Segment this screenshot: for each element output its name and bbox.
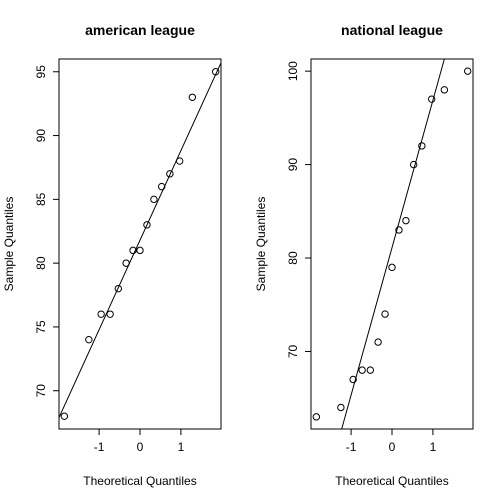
data-point	[129, 246, 137, 255]
plot-frame	[310, 58, 474, 430]
chart-panel-0: american league Theoretical Quantiles Samp…	[2, 22, 222, 488]
chart-title: american league	[85, 22, 195, 38]
data-point	[85, 335, 93, 344]
data-point	[427, 95, 436, 103]
qq-reference-line	[341, 59, 445, 429]
data-point	[312, 413, 321, 421]
data-point	[143, 221, 151, 229]
y-tick-label: 90	[34, 129, 48, 143]
y-axis-label: Sample Quantiles	[2, 197, 16, 292]
x-tick-label: -1	[94, 440, 105, 454]
x-tick-label: 0	[389, 440, 396, 454]
qq-reference-line	[59, 62, 221, 418]
data-point	[395, 226, 403, 234]
y-tick-label: 70	[286, 344, 300, 358]
data-point	[440, 86, 449, 94]
plot-frame	[58, 58, 222, 430]
data-point	[114, 284, 123, 293]
data-point	[409, 160, 418, 169]
data-point	[97, 310, 105, 318]
y-tick-label: 70	[34, 384, 48, 398]
data-point	[175, 157, 184, 165]
data-point	[122, 259, 130, 267]
y-tick-label: 90	[286, 158, 300, 172]
data-point	[166, 170, 174, 178]
data-point	[418, 142, 426, 150]
y-tick-label: 95	[34, 65, 48, 79]
y-axis-label: Sample Quantiles	[254, 197, 268, 292]
y-tick-label: 80	[34, 256, 48, 270]
x-tick-label: -1	[346, 440, 357, 454]
data-point	[211, 68, 220, 76]
y-tick-label: 75	[34, 320, 48, 334]
x-tick-label: 0	[137, 440, 144, 454]
x-axis-label: Theoretical Quantiles	[335, 474, 448, 488]
data-point	[136, 246, 144, 255]
y-tick-label: 100	[286, 61, 300, 81]
data-point	[358, 366, 366, 374]
data-point	[374, 338, 382, 346]
data-point	[188, 93, 197, 101]
data-point	[381, 310, 389, 318]
chart-panel-1: national league Theoretical Quantiles Samp…	[254, 22, 474, 488]
data-point	[388, 263, 396, 272]
y-tick-label: 85	[34, 192, 48, 206]
x-tick-label: 1	[178, 440, 185, 454]
data-point	[349, 375, 357, 384]
data-point	[150, 195, 158, 204]
data-point	[60, 412, 69, 420]
data-point	[106, 310, 114, 318]
data-point	[157, 182, 166, 191]
x-tick-label: 1	[430, 440, 437, 454]
chart-title: national league	[341, 22, 443, 38]
data-point	[366, 366, 375, 374]
data-point	[463, 67, 472, 75]
x-axis-label: Theoretical Quantiles	[83, 474, 196, 488]
data-point	[402, 216, 410, 225]
y-tick-label: 80	[286, 251, 300, 265]
data-point	[337, 403, 345, 412]
